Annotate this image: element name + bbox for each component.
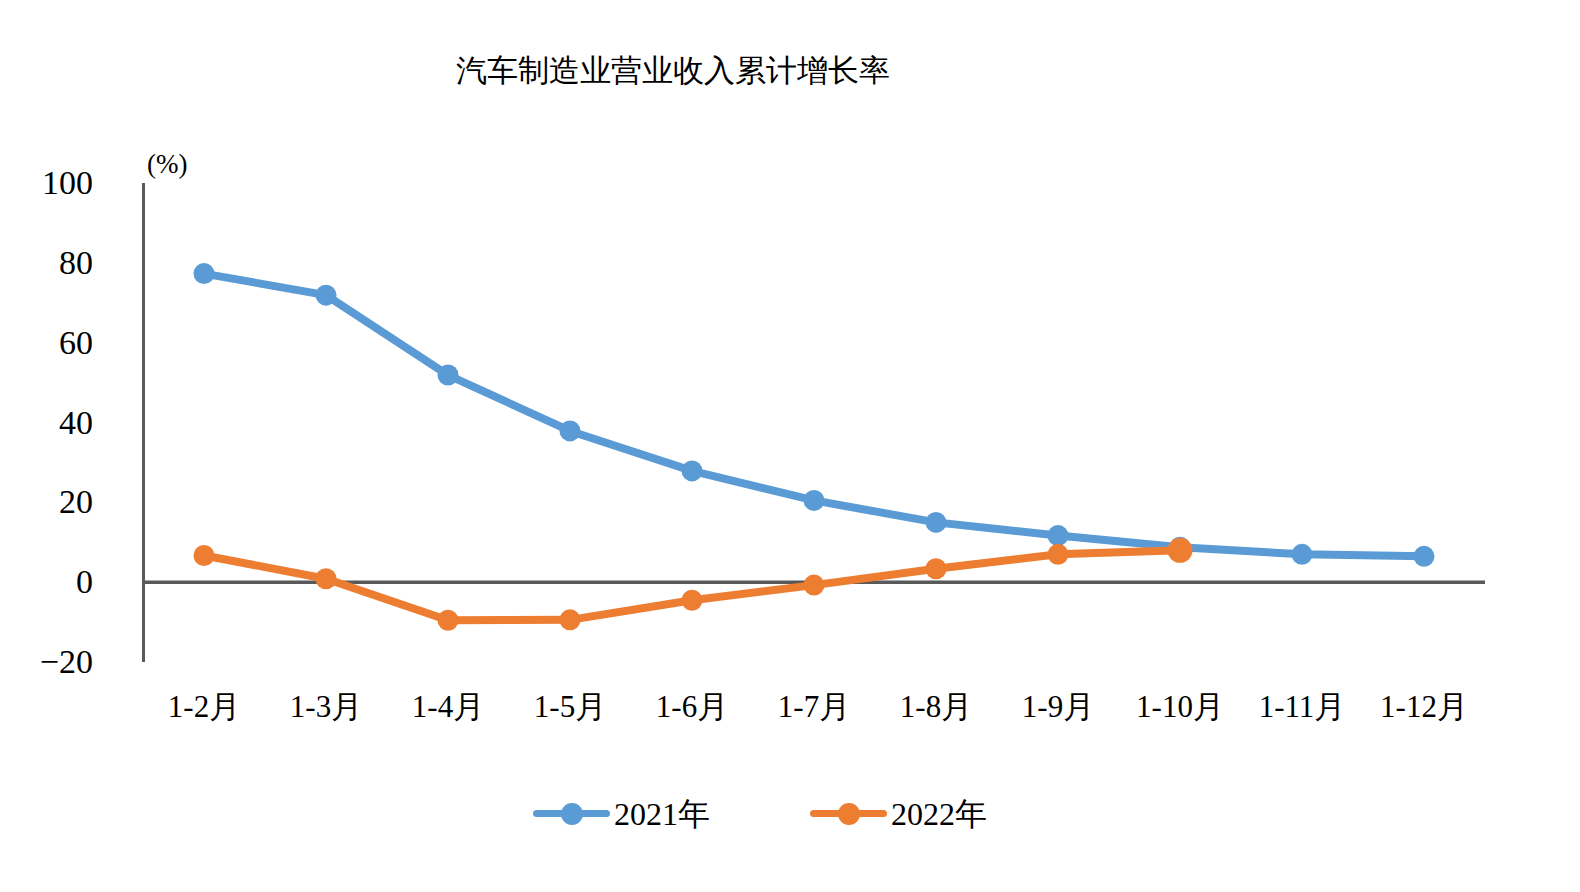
legend-label-2021: 2021年 (614, 794, 710, 834)
legend: 2021年 2022年 (533, 794, 987, 834)
data-point (804, 490, 825, 511)
data-point (316, 568, 337, 589)
plot-area (0, 0, 1580, 892)
line-chart: 汽车制造业营业收入累计增长率 (%) 100806040200−20 1-2月1… (0, 0, 1580, 892)
legend-item-2021: 2021年 (533, 794, 710, 834)
series-line-2021年 (204, 274, 1424, 557)
legend-dot-icon (561, 803, 583, 825)
data-point (194, 263, 215, 284)
data-point (194, 545, 215, 566)
legend-marker-2021 (533, 803, 610, 825)
data-point (926, 512, 947, 533)
data-point (1414, 546, 1435, 567)
data-point (560, 609, 581, 630)
legend-marker-2022 (810, 803, 887, 825)
data-point (1048, 544, 1069, 565)
data-point (1048, 525, 1069, 546)
data-point (682, 460, 703, 481)
data-point (1292, 544, 1313, 565)
data-point (438, 610, 459, 631)
x-tick-label: 1-12月 (1339, 686, 1509, 728)
data-point (926, 558, 947, 579)
legend-label-2022: 2022年 (891, 794, 987, 834)
legend-item-2022: 2022年 (810, 794, 987, 834)
data-point (1168, 538, 1193, 563)
data-point (316, 285, 337, 306)
legend-dot-icon (838, 803, 860, 825)
data-point (438, 365, 459, 386)
data-point (560, 420, 581, 441)
data-point (682, 590, 703, 611)
data-point (804, 575, 825, 596)
